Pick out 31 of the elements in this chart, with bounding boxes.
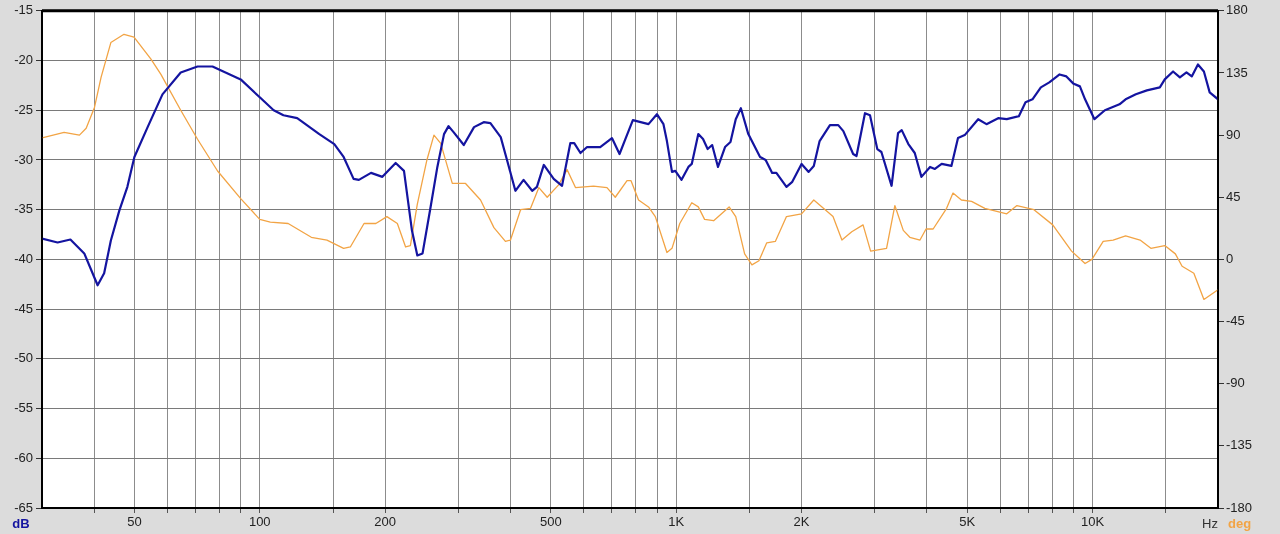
y2-tick-label: -45 xyxy=(1226,313,1245,329)
y2-tick-label: -90 xyxy=(1226,375,1245,391)
y2-tick-label: 90 xyxy=(1226,126,1241,142)
x-tick-label: 5K xyxy=(959,514,976,530)
y2-tick-label: 135 xyxy=(1226,64,1248,80)
x-tick-label: 50 xyxy=(127,514,142,530)
y-tick-label: -45 xyxy=(14,300,33,316)
y-tick-label: -50 xyxy=(14,350,33,366)
y-tick-label: -20 xyxy=(14,52,33,68)
y-tick-label: -60 xyxy=(14,449,33,465)
y2-tick-label: 45 xyxy=(1226,188,1241,204)
y-tick-label: -15 xyxy=(14,2,33,18)
y-tick-label: -35 xyxy=(14,201,33,217)
x-tick-label: 500 xyxy=(539,514,562,530)
x-tick-label: 1K xyxy=(668,514,685,530)
x-tick-label: 200 xyxy=(374,514,396,530)
x-tick-label: 2K xyxy=(793,514,810,530)
y2-tick-label: -135 xyxy=(1226,437,1253,453)
y-tick-label: -65 xyxy=(14,499,33,515)
y-tick-label: -40 xyxy=(14,250,33,266)
y2-axis-title: deg xyxy=(1228,515,1252,531)
x-tick-label: 10K xyxy=(1081,514,1105,530)
x-axis-title: Hz xyxy=(1202,515,1218,531)
y-tick-label: -30 xyxy=(14,151,33,167)
x-tick-label: 100 xyxy=(248,514,271,530)
y2-tick-label: -180 xyxy=(1226,499,1253,515)
y-tick-label: -55 xyxy=(14,400,33,416)
y2-tick-label: 180 xyxy=(1226,2,1248,18)
y-axis-title: dB xyxy=(12,515,30,531)
y2-tick-label: 0 xyxy=(1226,250,1234,266)
y-tick-label: -25 xyxy=(14,101,33,117)
